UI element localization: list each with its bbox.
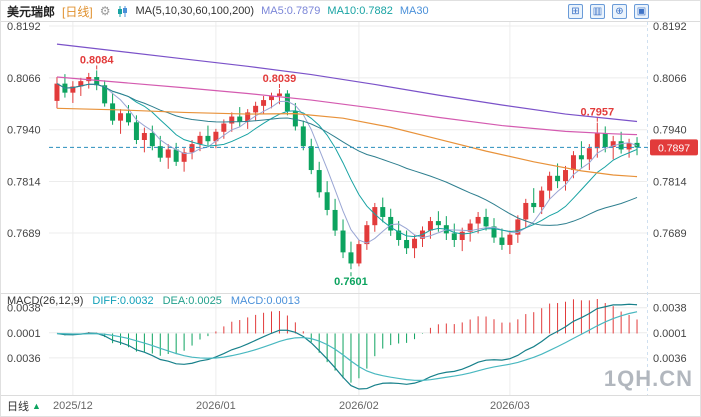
svg-text:0.8066: 0.8066 [653,73,687,85]
svg-text:0.0038: 0.0038 [7,303,41,315]
svg-text:0.8084: 0.8084 [80,54,115,66]
settings-icon[interactable]: ⚙ [99,4,111,18]
svg-text:0.8192: 0.8192 [7,21,41,33]
candles-layer [54,70,640,270]
svg-text:0.0036: 0.0036 [653,353,687,365]
ma5-value: MA5:0.7879 [261,5,321,17]
candle-view-icon[interactable]: ▥ [590,3,605,19]
svg-text:0.0001: 0.0001 [653,328,687,340]
svg-text:0.7689: 0.7689 [653,228,687,240]
svg-text:0.0036: 0.0036 [7,353,41,365]
svg-text:0.7814: 0.7814 [653,177,687,189]
macd-diff-value: DIFF:0.0032 [92,295,154,307]
ma-settings-label: MA(5,10,30,60,100,200) [135,5,255,17]
svg-text:0.7940: 0.7940 [653,125,687,137]
watermark: 1QH.CN [604,366,693,391]
svg-text:0.0001: 0.0001 [7,328,41,340]
zoom-in-icon[interactable]: ⊕ [612,3,627,19]
up-arrow-icon[interactable]: ▲ [32,401,41,411]
ma10-value: MA10:0.7882 [327,5,393,17]
last-price-badge: 0.7897 [650,139,698,156]
svg-text:0.7897: 0.7897 [658,142,690,154]
macd-header: MACD(26,12,9) DIFF:0.0032 DEA:0.0025 MAC… [7,295,300,307]
svg-text:0.7957: 0.7957 [580,107,614,119]
price-annotations: 0.8084 0.8039 0.7957 0.7601 [80,54,614,288]
svg-text:2026/01: 2026/01 [196,400,236,412]
svg-text:2026/02: 2026/02 [339,400,379,412]
fullscreen-icon[interactable]: ▣ [634,3,649,19]
svg-text:0.7940: 0.7940 [7,125,41,137]
svg-text:0.0038: 0.0038 [653,303,687,315]
svg-text:0.7814: 0.7814 [7,177,41,189]
svg-text:0.8039: 0.8039 [263,73,297,85]
ma-lines [56,43,638,244]
period-selector[interactable]: 日线 [7,401,29,413]
candlestick-icon[interactable] [117,5,128,17]
x-axis-labels: 2025/12 2026/01 2026/02 2026/03 [53,400,530,412]
svg-text:2026/03: 2026/03 [490,400,530,412]
ma30-value: MA30 [399,5,429,17]
svg-text:0.7689: 0.7689 [7,228,41,240]
macd-macd-value: MACD:0.0013 [230,295,300,307]
svg-text:0.7601: 0.7601 [334,276,368,288]
timeframe-label[interactable]: [日线] [62,4,93,19]
grid-view-icon[interactable]: ⊞ [568,3,583,19]
symbol-name: 美元瑞郎 [7,4,56,19]
macd-panel: 0.0038 0.0038 0.0001 0.0001 0.0036 0.0036 [7,299,687,390]
svg-text:2025/12: 2025/12 [53,400,93,412]
y-axis-labels: 0.8192 0.8192 0.8066 0.8066 0.7940 0.7940 0.78… [7,21,687,240]
svg-text:1QH.CN: 1QH.CN [604,366,693,391]
grid-lines [1,21,700,396]
chart-header: 美元瑞郎 [日线] ⚙ MA(5,10,30,60,100,200) MA5:0… [1,1,700,21]
macd-indicator-label: MACD(26,12,9) [7,295,84,307]
macd-dea-value: DEA:0.0025 [162,295,222,307]
svg-text:0.8192: 0.8192 [653,21,687,33]
bottom-bar: 日线 ▲ [7,398,41,414]
svg-text:0.8066: 0.8066 [7,73,41,85]
